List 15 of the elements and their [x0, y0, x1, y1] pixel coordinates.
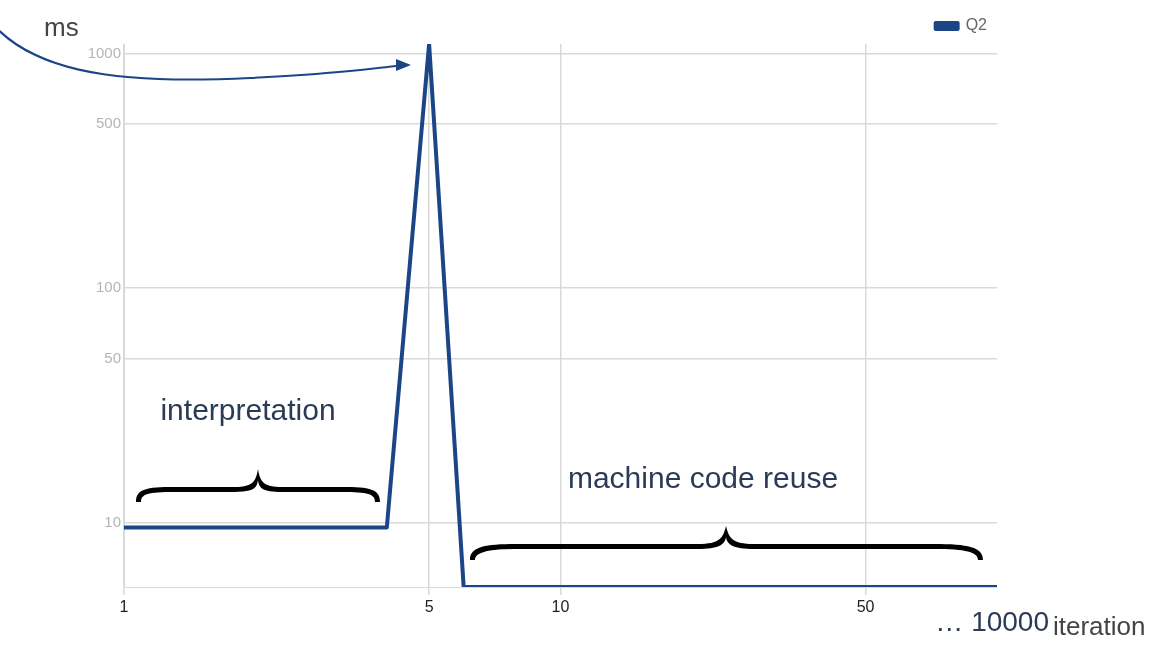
x-axis-title: iteration — [1053, 611, 1146, 641]
x-tick-label: 10 — [551, 598, 570, 616]
y-tick-label: 50 — [104, 348, 121, 366]
x-tick-label: 50 — [856, 598, 875, 616]
y-tick-label: 10 — [104, 512, 121, 530]
text: … 10000 — [935, 606, 1049, 637]
annotation: machine code reuse — [567, 461, 839, 494]
y-axis-title: ms — [44, 12, 79, 42]
y-tick-label: 500 — [95, 114, 121, 132]
y-tick-label: 1000 — [87, 43, 121, 61]
x-tick-label: 5 — [424, 598, 434, 616]
x-tick-label: 1 — [119, 598, 129, 616]
y-tick-label: 100 — [95, 278, 121, 296]
annotation: interpretation — [160, 393, 336, 426]
legend-label: Q2 — [965, 16, 988, 34]
